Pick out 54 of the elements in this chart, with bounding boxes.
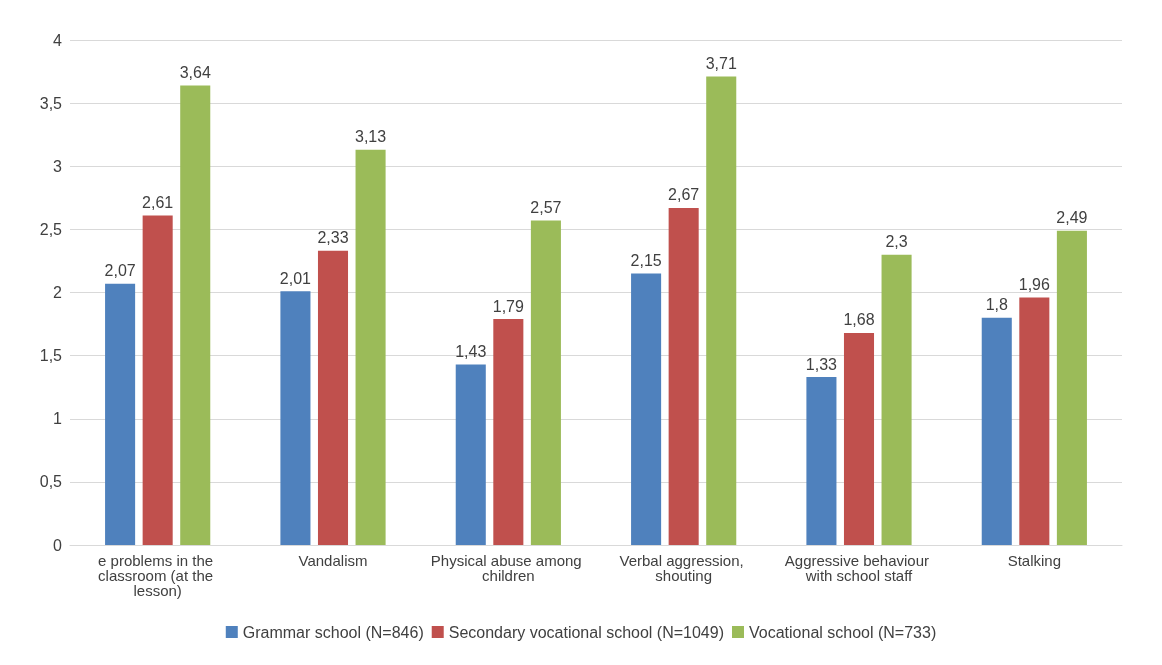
- data-label: 3,64: [179, 63, 211, 81]
- bar: [493, 319, 524, 545]
- bar: [981, 317, 1012, 545]
- data-label: 2,01: [279, 269, 312, 287]
- data-label: 3,71: [705, 55, 737, 73]
- bar: [530, 220, 561, 545]
- data-label: 2,33: [317, 229, 349, 247]
- bar: [1019, 297, 1050, 545]
- bar: [355, 149, 386, 545]
- y-tick-label: 2: [53, 284, 63, 301]
- legend-label: Grammar school (N=846): [242, 623, 424, 641]
- bar: [843, 332, 875, 545]
- y-tick-label: 0: [53, 536, 63, 554]
- data-label: 1,33: [805, 355, 838, 373]
- x-tick-label: Physical abuse among children: [430, 552, 586, 584]
- bar: [881, 254, 912, 545]
- bar: [1056, 230, 1087, 545]
- bar: [455, 364, 486, 545]
- legend-label: Vocational school (N=733): [749, 623, 937, 641]
- data-label: 2,3: [885, 233, 908, 251]
- data-label: 2,61: [142, 193, 174, 211]
- data-label: 1,68: [843, 311, 875, 329]
- legend-label: Secondary vocational school (N=1049): [448, 623, 724, 641]
- bar: [180, 85, 211, 545]
- x-tick-label: Stalking: [1007, 552, 1062, 569]
- x-tick-label: Vandalism: [298, 552, 368, 569]
- bar: [631, 273, 662, 545]
- x-tick-label: e problems in the classroom (at the lesson): [98, 552, 218, 599]
- bar: [806, 377, 837, 545]
- y-tick-label: 0,5: [39, 473, 63, 491]
- x-tick-label: Verbal aggression, shouting: [619, 552, 748, 584]
- y-tick-label: 2,5: [39, 220, 63, 238]
- data-label: 1,43: [455, 342, 487, 360]
- y-tick-label: 1,5: [39, 347, 63, 365]
- y-tick-label: 3: [53, 157, 63, 175]
- data-label: 1,8: [985, 296, 1008, 314]
- y-tick-label: 4: [53, 31, 63, 49]
- data-label: 1,79: [492, 297, 525, 315]
- data-label: 1,96: [1018, 276, 1051, 294]
- bar: [105, 283, 136, 545]
- data-label: 2,07: [104, 262, 136, 280]
- bar: [317, 250, 349, 545]
- bar: [706, 76, 737, 545]
- data-label: 2,15: [630, 252, 662, 270]
- data-label: 2,57: [530, 199, 562, 217]
- y-tick-label: 3,5: [39, 94, 63, 112]
- data-label: 2,67: [668, 186, 700, 204]
- data-label: 3,13: [355, 128, 387, 146]
- x-tick-label: Aggressive behaviour with school staff: [784, 552, 934, 584]
- y-tick-label: 1: [53, 410, 63, 428]
- bar: [668, 207, 699, 545]
- bar: [142, 215, 173, 545]
- bar: [280, 291, 311, 545]
- data-label: 2,49: [1056, 209, 1088, 227]
